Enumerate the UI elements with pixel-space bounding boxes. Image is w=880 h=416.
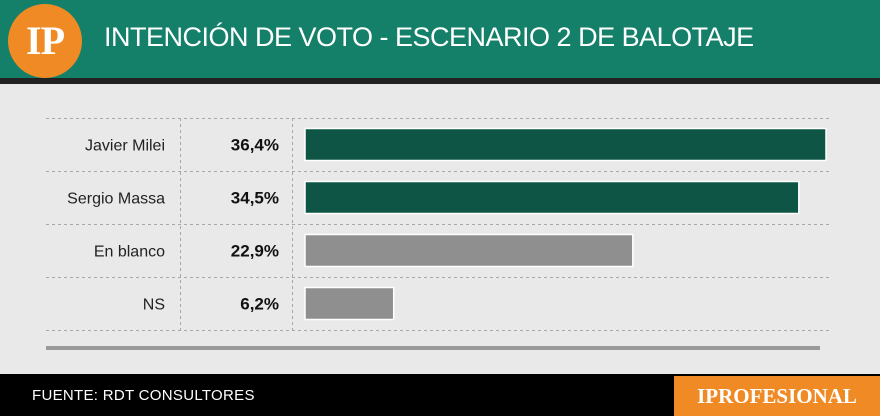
category-label: Sergio Massa [67,191,165,208]
bar-en-blanco [304,233,634,268]
value-label: 36,4% [231,136,279,155]
bar-sergio-massa [304,180,800,215]
ip-logo: IP [8,4,82,78]
bar-javier-milei [304,127,827,162]
bar-ns [304,286,395,321]
category-label: Javier Milei [85,138,165,155]
category-label: En blanco [94,244,165,261]
value-label: 22,9% [231,242,279,261]
value-label: 6,2% [240,295,279,314]
bar-chart: Javier Milei 36,4% Sergio Massa 34,5% En bla… [46,118,830,350]
header-divider [0,78,880,84]
brand-logo: IPROFESIONAL [674,376,880,416]
value-label: 34,5% [231,189,279,208]
chart-title: INTENCIÓN DE VOTO - ESCENARIO 2 DE BALOT… [104,22,754,52]
chart-area: Javier Milei 36,4% Sergio Massa 34,5% En bla… [0,84,880,374]
category-label: NS [143,297,165,314]
header-banner: IP INTENCIÓN DE VOTO - ESCENARIO 2 DE BA… [0,0,880,84]
source-note: FUENTE: RDT CONSULTORES [32,387,255,404]
footer: FUENTE: RDT CONSULTORES IPROFESIONAL [0,374,880,416]
